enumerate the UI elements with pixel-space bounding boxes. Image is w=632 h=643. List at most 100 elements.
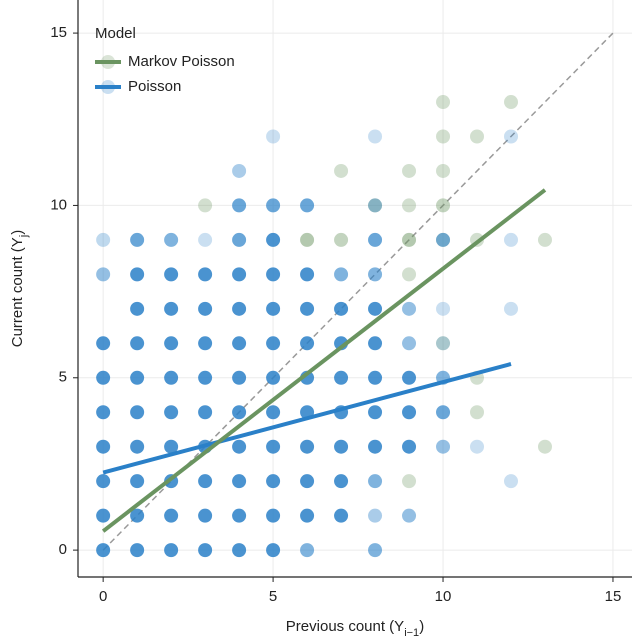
point: [266, 129, 281, 144]
y-axis-title-part: j: [18, 235, 30, 238]
point: [300, 301, 315, 316]
point: [504, 232, 519, 247]
point: [334, 267, 349, 282]
point: [402, 336, 417, 351]
point: [130, 405, 145, 420]
point: [266, 336, 281, 351]
point: [436, 405, 451, 420]
point: [368, 474, 383, 489]
point: [96, 232, 111, 247]
point: [232, 198, 247, 213]
point: [368, 439, 383, 454]
y-tick-label: 15: [50, 24, 67, 41]
fit-line: [102, 362, 512, 475]
point: [334, 474, 349, 489]
point: [436, 336, 451, 351]
point: [300, 439, 315, 454]
point: [198, 508, 213, 523]
point: [266, 198, 281, 213]
point: [436, 336, 451, 351]
point: [130, 370, 145, 385]
x-axis-title-part: i−1: [404, 627, 419, 639]
point: [368, 336, 383, 351]
point: [232, 405, 247, 420]
x-axis-title: Previous count (Yi−1): [286, 618, 424, 639]
point: [96, 267, 111, 282]
point: [402, 508, 417, 523]
point: [96, 439, 111, 454]
point: [402, 370, 417, 385]
y-tick-label: 0: [59, 541, 67, 558]
point: [368, 232, 383, 247]
point: [232, 267, 247, 282]
point: [232, 301, 247, 316]
point: [198, 336, 213, 351]
point: [402, 439, 417, 454]
point: [96, 508, 111, 523]
point: [470, 129, 485, 144]
point: [130, 439, 145, 454]
point: [130, 267, 145, 282]
point: [470, 439, 485, 454]
point: [198, 267, 213, 282]
x-tick-label: 10: [435, 588, 452, 605]
point: [164, 336, 179, 351]
point: [130, 543, 145, 558]
point: [402, 405, 417, 420]
x-tick-label: 0: [99, 588, 107, 605]
point: [402, 163, 417, 178]
legend-title: Model: [95, 25, 136, 42]
point: [266, 439, 281, 454]
point: [300, 508, 315, 523]
point: [436, 95, 451, 110]
point: [334, 508, 349, 523]
point: [504, 474, 519, 489]
point: [402, 198, 417, 213]
point: [96, 474, 111, 489]
point: [266, 232, 281, 247]
point: [300, 267, 315, 282]
point: [232, 543, 247, 558]
point: [266, 370, 281, 385]
point: [96, 336, 111, 351]
point: [300, 198, 315, 213]
point: [164, 405, 179, 420]
point: [504, 129, 519, 144]
point: [232, 370, 247, 385]
point: [164, 508, 179, 523]
fit-line: [101, 188, 547, 533]
point: [198, 543, 213, 558]
point: [300, 336, 315, 351]
point: [130, 508, 145, 523]
point: [232, 336, 247, 351]
y-axis-title-part: ): [9, 230, 26, 235]
point: [368, 370, 383, 385]
point: [198, 232, 213, 247]
point: [537, 232, 552, 247]
point: [266, 405, 281, 420]
point: [368, 198, 383, 213]
point: [232, 508, 247, 523]
x-axis-title-part: ): [419, 618, 424, 635]
point: [266, 301, 281, 316]
point: [96, 370, 111, 385]
point: [334, 163, 349, 178]
point: [130, 474, 145, 489]
y-tick-label: 10: [50, 196, 67, 213]
legend-label: Poisson: [128, 78, 181, 95]
point: [436, 232, 451, 247]
point: [300, 474, 315, 489]
x-tick-label: 5: [269, 588, 277, 605]
point: [402, 267, 417, 282]
point: [436, 129, 451, 144]
point: [334, 439, 349, 454]
y-axis-title-part: Current count (Y: [9, 237, 26, 347]
point: [96, 405, 111, 420]
point: [300, 232, 315, 247]
point: [537, 439, 552, 454]
point: [436, 439, 451, 454]
point: [164, 543, 179, 558]
point: [164, 439, 179, 454]
point: [368, 508, 383, 523]
point: [436, 198, 451, 213]
